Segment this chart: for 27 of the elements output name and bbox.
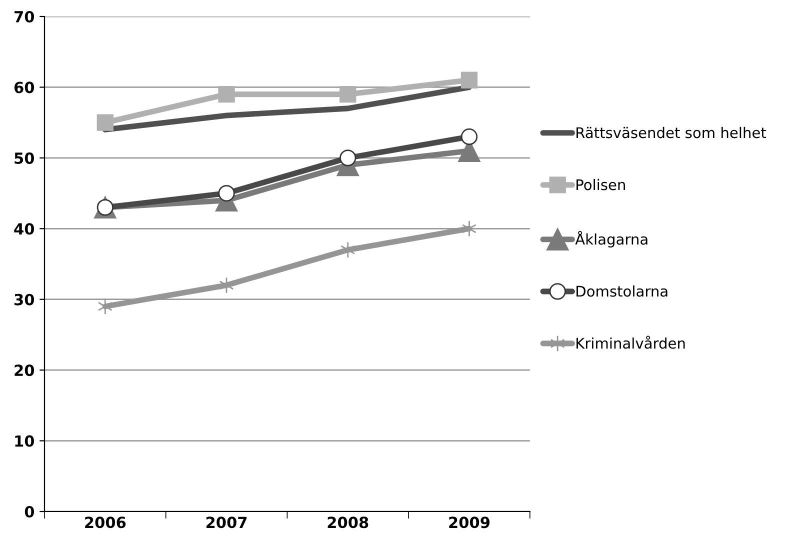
legend-label: Rättsväsendet som helhet	[576, 126, 766, 138]
y-tick-label: 30	[14, 294, 34, 306]
legend-label: Åklagarna	[575, 230, 648, 248]
legend-label: Kriminalvården	[576, 336, 685, 349]
y-tick-label: 0	[24, 506, 34, 518]
y-tick-label: 60	[14, 82, 34, 94]
point	[98, 298, 112, 315]
y-tick-label: 10	[15, 435, 34, 447]
x-tick-label: 2007	[206, 516, 247, 528]
point	[340, 150, 356, 166]
point	[218, 86, 235, 103]
x-tick-label: 2009	[449, 516, 490, 528]
y-tick-label: 20	[14, 364, 34, 376]
legend-label: Domstolarna	[576, 285, 668, 297]
x-tick-label: 2008	[328, 516, 368, 528]
y-tick-label: 40	[14, 223, 34, 235]
y-tick-label: 70	[14, 10, 34, 23]
point	[460, 128, 478, 146]
point	[460, 72, 478, 88]
point	[96, 114, 114, 131]
point	[340, 242, 356, 258]
legend-label: Polisen	[576, 178, 625, 190]
point	[340, 86, 356, 103]
y-tick-label: 50	[14, 152, 34, 164]
point	[218, 184, 235, 202]
x-tick-label: 2006	[85, 516, 126, 528]
point	[462, 220, 477, 237]
